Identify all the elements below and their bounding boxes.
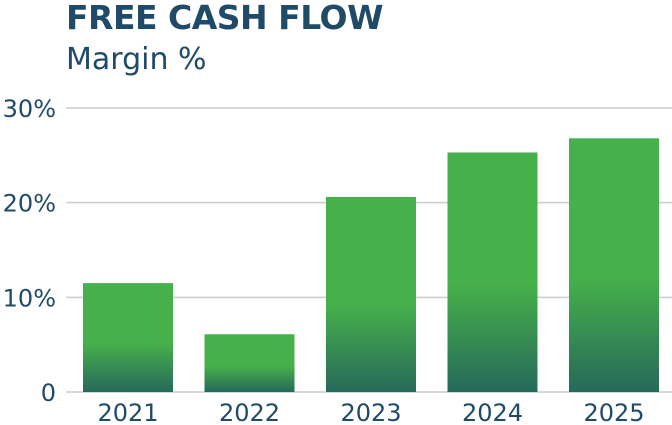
y-tick-label: 30%: [3, 95, 56, 123]
chart-subtitle: Margin %: [66, 42, 207, 77]
y-tick-label: 0: [41, 379, 56, 407]
x-tick-label: 2021: [97, 399, 158, 425]
x-axis-ticks: 2021 2022 2023 2024 2025: [97, 399, 644, 425]
x-tick-label: 2023: [340, 399, 401, 425]
x-tick-label: 2025: [583, 399, 644, 425]
bar-2025: [569, 138, 659, 392]
x-tick-label: 2022: [219, 399, 280, 425]
y-tick-label: 10%: [3, 284, 56, 312]
y-axis-ticks: 0 10% 20% 30%: [3, 95, 56, 407]
y-tick-label: 20%: [3, 190, 56, 218]
x-tick-label: 2024: [462, 399, 523, 425]
bar-2021: [83, 283, 173, 392]
chart-title: FREE CASH FLOW: [66, 0, 384, 37]
bar-2024: [447, 152, 538, 392]
bars: [83, 138, 659, 392]
bar-2022: [204, 334, 295, 392]
bar-2023: [326, 196, 416, 392]
